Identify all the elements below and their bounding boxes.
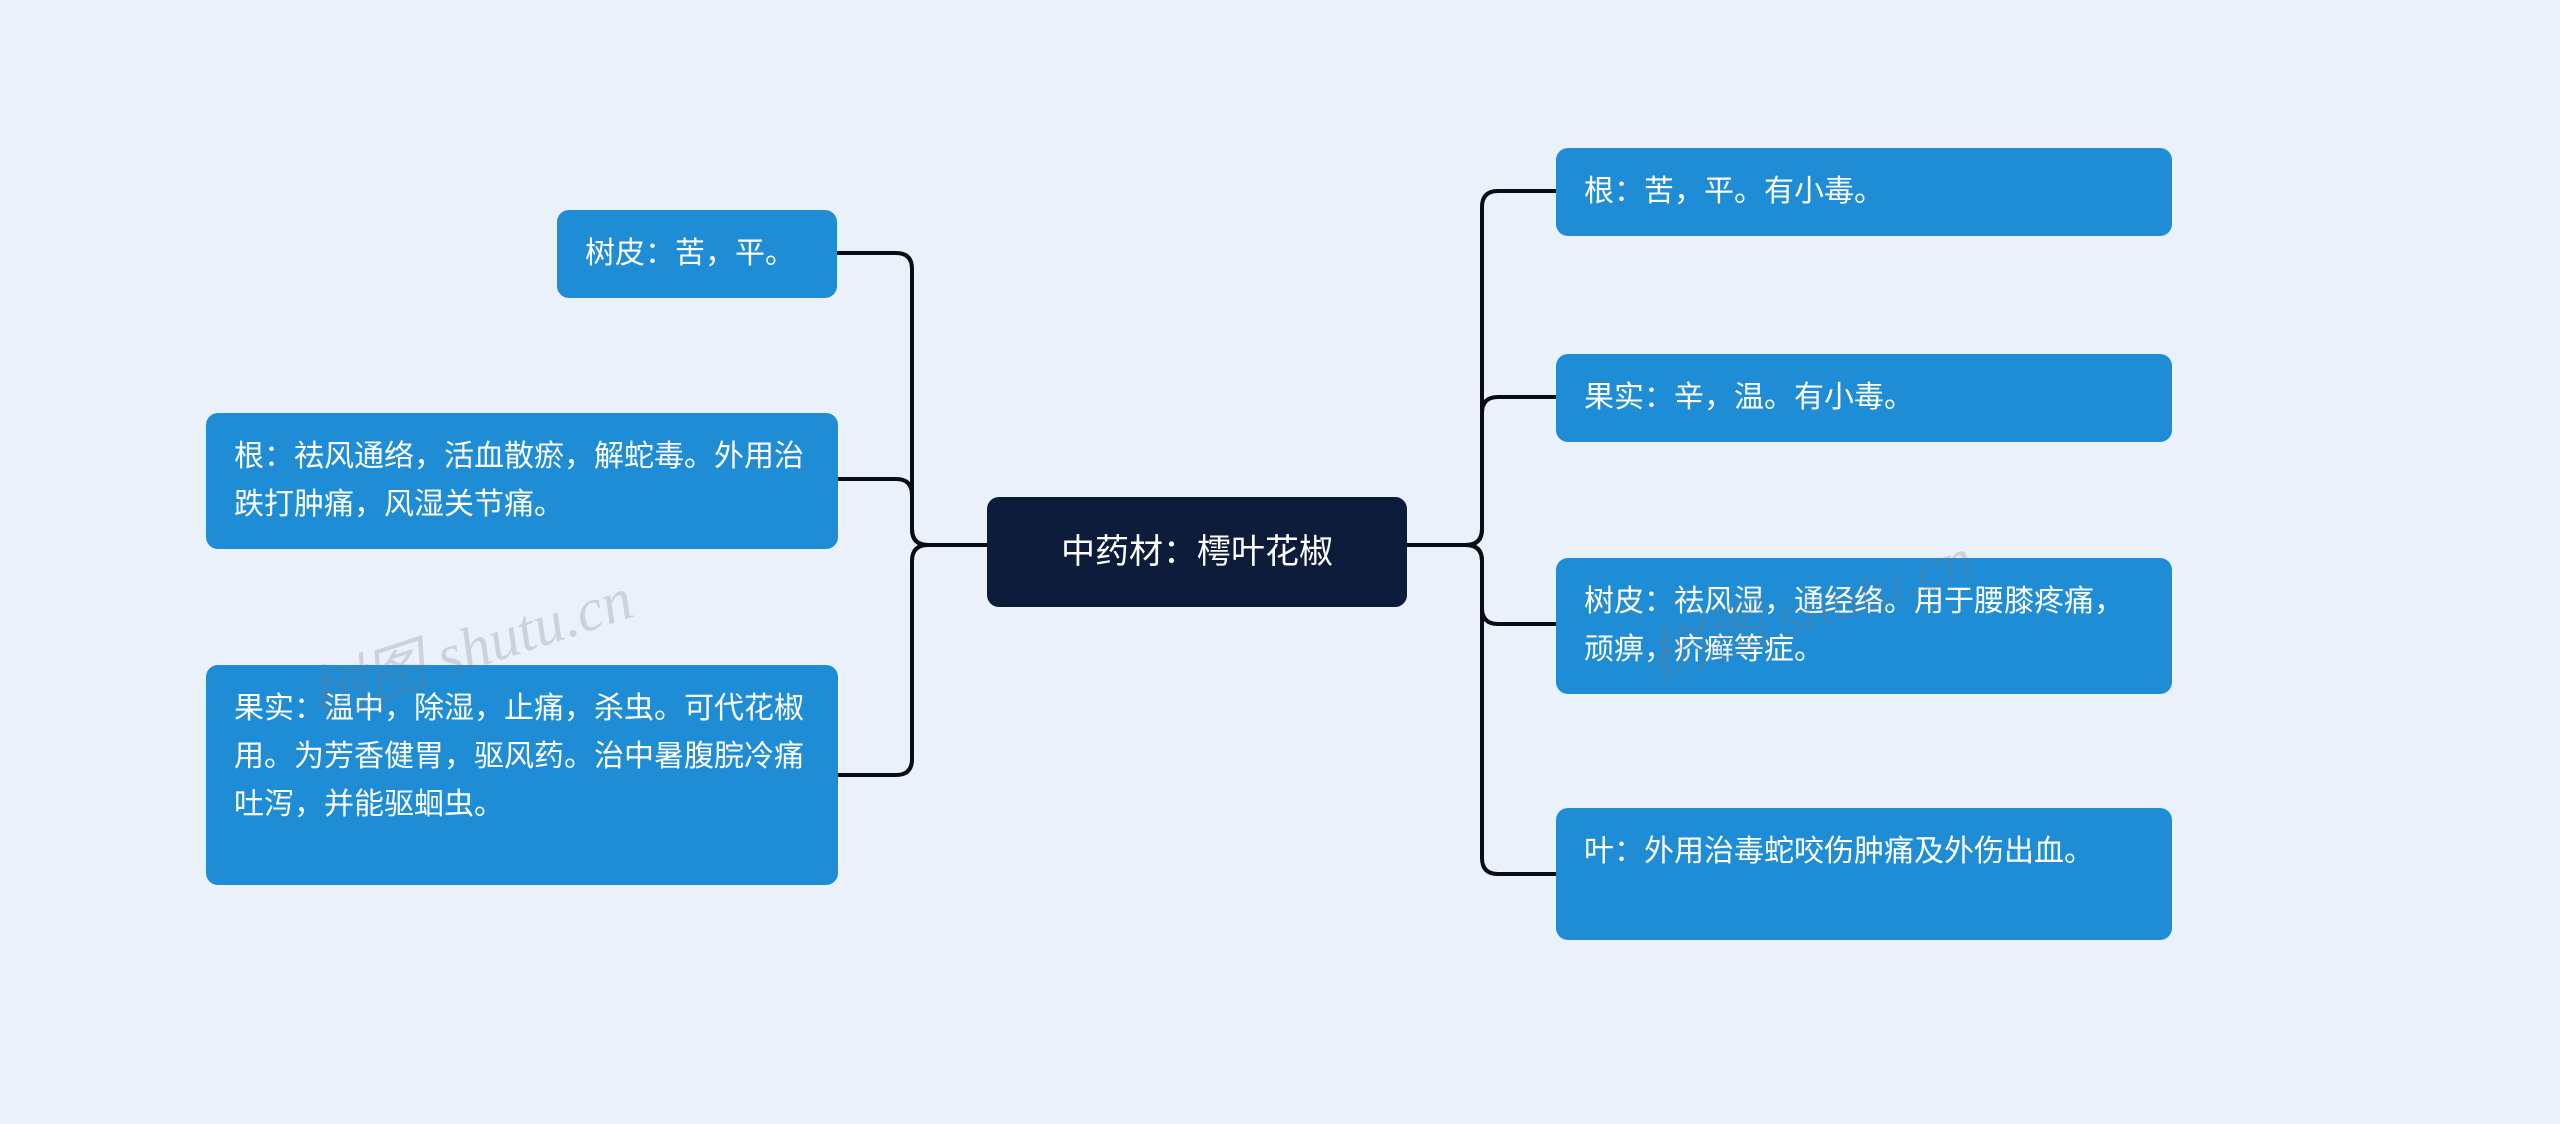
left-node-1: 根：祛风通络，活血散瘀，解蛇毒。外用治跌打肿痛，风湿关节痛。 bbox=[206, 413, 838, 549]
right-node-2: 树皮：祛风湿，通经络。用于腰膝疼痛，顽痹，疥癣等症。 bbox=[1556, 558, 2172, 694]
left-node-0: 树皮：苦，平。 bbox=[557, 210, 837, 298]
right-node-1: 果实：辛，温。有小毒。 bbox=[1556, 354, 2172, 442]
right-node-0: 根：苦，平。有小毒。 bbox=[1556, 148, 2172, 236]
right-node-3: 叶：外用治毒蛇咬伤肿痛及外伤出血。 bbox=[1556, 808, 2172, 940]
center-node: 中药材：樗叶花椒 bbox=[987, 497, 1407, 607]
left-node-2: 果实：温中，除湿，止痛，杀虫。可代花椒用。为芳香健胃，驱风药。治中暑腹脘冷痛吐泻… bbox=[206, 665, 838, 885]
